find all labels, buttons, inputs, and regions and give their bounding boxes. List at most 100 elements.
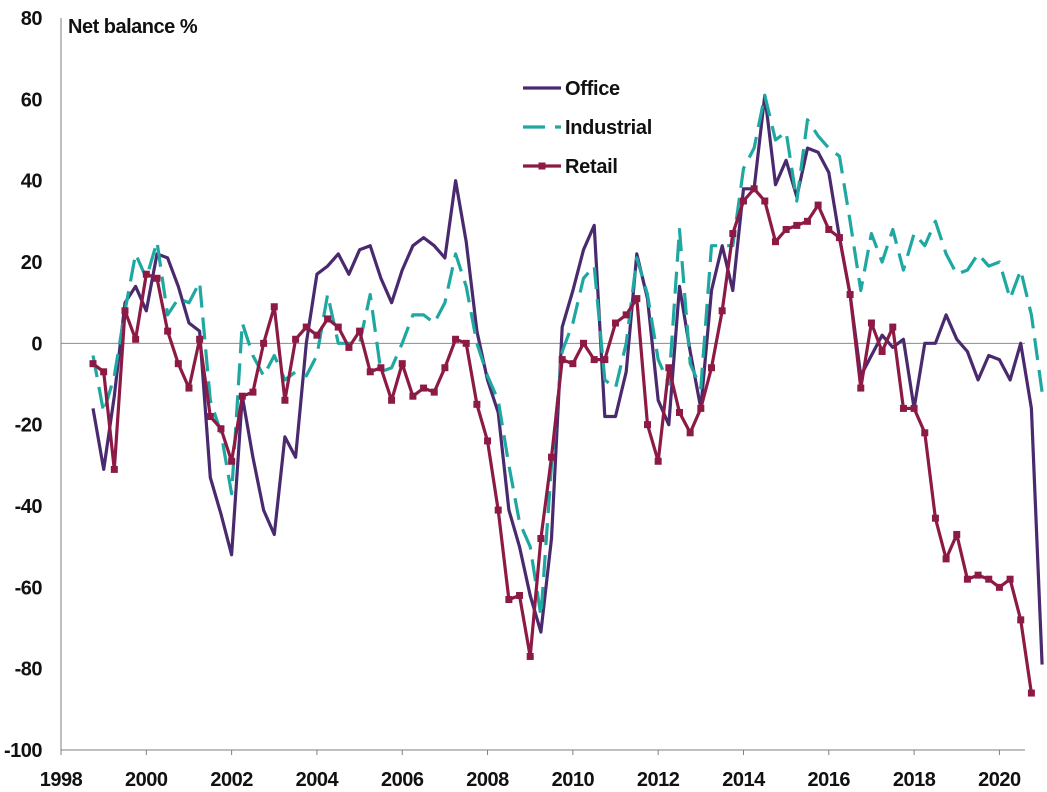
- data-point-retail: [995, 583, 1003, 591]
- series-layer: [89, 93, 1044, 697]
- data-point-retail: [196, 335, 204, 343]
- data-point-retail: [377, 364, 385, 372]
- data-point-retail: [846, 291, 854, 299]
- data-point-retail: [206, 413, 214, 421]
- data-point-retail: [942, 555, 950, 563]
- data-point-retail: [441, 364, 449, 372]
- data-point-retail: [420, 384, 428, 392]
- data-point-retail: [260, 339, 268, 347]
- data-point-retail: [388, 396, 396, 404]
- data-point-retail: [654, 457, 662, 465]
- y-tick-label: -100: [4, 740, 42, 762]
- data-point-retail: [430, 388, 438, 396]
- data-point-retail: [963, 575, 971, 583]
- data-point-retail: [633, 295, 641, 303]
- data-point-retail: [707, 364, 715, 372]
- data-point-retail: [761, 197, 769, 205]
- x-tick-label: 2014: [722, 769, 766, 791]
- data-point-retail: [398, 360, 406, 368]
- y-axis-title: Net balance %: [68, 16, 198, 38]
- data-point-retail: [814, 201, 822, 209]
- data-point-retail: [345, 343, 353, 351]
- data-point-retail: [675, 408, 683, 416]
- data-point-retail: [931, 514, 939, 522]
- data-point-retail: [782, 225, 790, 233]
- x-tick-label: 2006: [381, 769, 424, 791]
- data-point-retail: [324, 315, 332, 323]
- data-point-retail: [1017, 616, 1025, 624]
- data-point-retail: [569, 360, 577, 368]
- data-point-retail: [803, 217, 811, 225]
- data-point-retail: [921, 429, 929, 437]
- x-tick-label: 2012: [637, 769, 680, 791]
- x-tick-label: 1998: [40, 769, 83, 791]
- data-point-retail: [1027, 689, 1035, 697]
- legend-marker-retail: [538, 162, 546, 170]
- data-point-retail: [185, 384, 193, 392]
- data-point-retail: [238, 392, 246, 400]
- data-point-retail: [494, 506, 502, 514]
- data-point-retail: [953, 530, 961, 538]
- x-tick-label: 2020: [978, 769, 1021, 791]
- data-point-retail: [505, 596, 513, 604]
- data-point-retail: [270, 303, 278, 311]
- data-point-retail: [590, 356, 598, 364]
- y-tick-label: -40: [15, 496, 43, 518]
- x-tick-label: 2010: [552, 769, 595, 791]
- series-line-office: [91, 93, 1044, 665]
- data-point-retail: [484, 437, 492, 445]
- y-tick-label: 20: [21, 252, 43, 274]
- data-point-retail: [409, 392, 417, 400]
- data-point-retail: [174, 360, 182, 368]
- data-point-retail: [985, 575, 993, 583]
- x-tick-label: 2018: [893, 769, 936, 791]
- data-point-retail: [899, 404, 907, 412]
- data-point-retail: [164, 327, 172, 335]
- data-point-retail: [857, 384, 865, 392]
- x-tick-label: 2000: [125, 769, 168, 791]
- legend-label-office: Office: [565, 78, 620, 100]
- data-point-retail: [750, 185, 758, 193]
- data-point-retail: [622, 311, 630, 319]
- data-point-retail: [697, 404, 705, 412]
- data-point-retail: [132, 335, 140, 343]
- y-tick-label: -60: [15, 577, 43, 599]
- data-point-retail: [580, 339, 588, 347]
- x-tick-label: 2004: [296, 769, 340, 791]
- y-tick-label: 40: [21, 171, 43, 193]
- y-tick-label: -20: [15, 415, 43, 437]
- data-point-retail: [878, 347, 886, 355]
- data-point-retail: [889, 323, 897, 331]
- data-point-retail: [718, 307, 726, 315]
- data-point-retail: [100, 368, 108, 376]
- x-tick-label: 2016: [808, 769, 851, 791]
- y-tick-label: 60: [21, 89, 43, 111]
- data-point-retail: [334, 323, 342, 331]
- data-point-retail: [302, 323, 310, 331]
- data-point-retail: [771, 238, 779, 246]
- data-point-retail: [462, 339, 470, 347]
- data-point-retail: [228, 457, 236, 465]
- y-tick-label: 80: [21, 8, 43, 30]
- axes: 80 60 40 20 0 -20 -40 -60 -80 -100 1998 2000 2002 200…: [4, 8, 1025, 791]
- data-point-retail: [356, 327, 364, 335]
- legend-label-retail: Retail: [565, 156, 618, 178]
- legend-label-industrial: Industrial: [565, 117, 652, 139]
- data-point-retail: [217, 425, 225, 433]
- data-point-retail: [110, 465, 118, 473]
- data-point-retail: [142, 270, 150, 278]
- data-point-retail: [89, 360, 97, 368]
- series-line-industrial: [91, 93, 1044, 618]
- data-point-retail: [526, 652, 534, 660]
- data-point-retail: [548, 453, 556, 461]
- data-point-retail: [825, 225, 833, 233]
- data-point-retail: [558, 356, 566, 364]
- data-point-retail: [686, 429, 694, 437]
- series-line-retail: [92, 187, 1033, 694]
- data-point-retail: [739, 197, 747, 205]
- x-tick-label: 2008: [466, 769, 509, 791]
- data-point-retail: [729, 230, 737, 238]
- data-point-retail: [366, 368, 374, 376]
- data-point-retail: [612, 319, 620, 327]
